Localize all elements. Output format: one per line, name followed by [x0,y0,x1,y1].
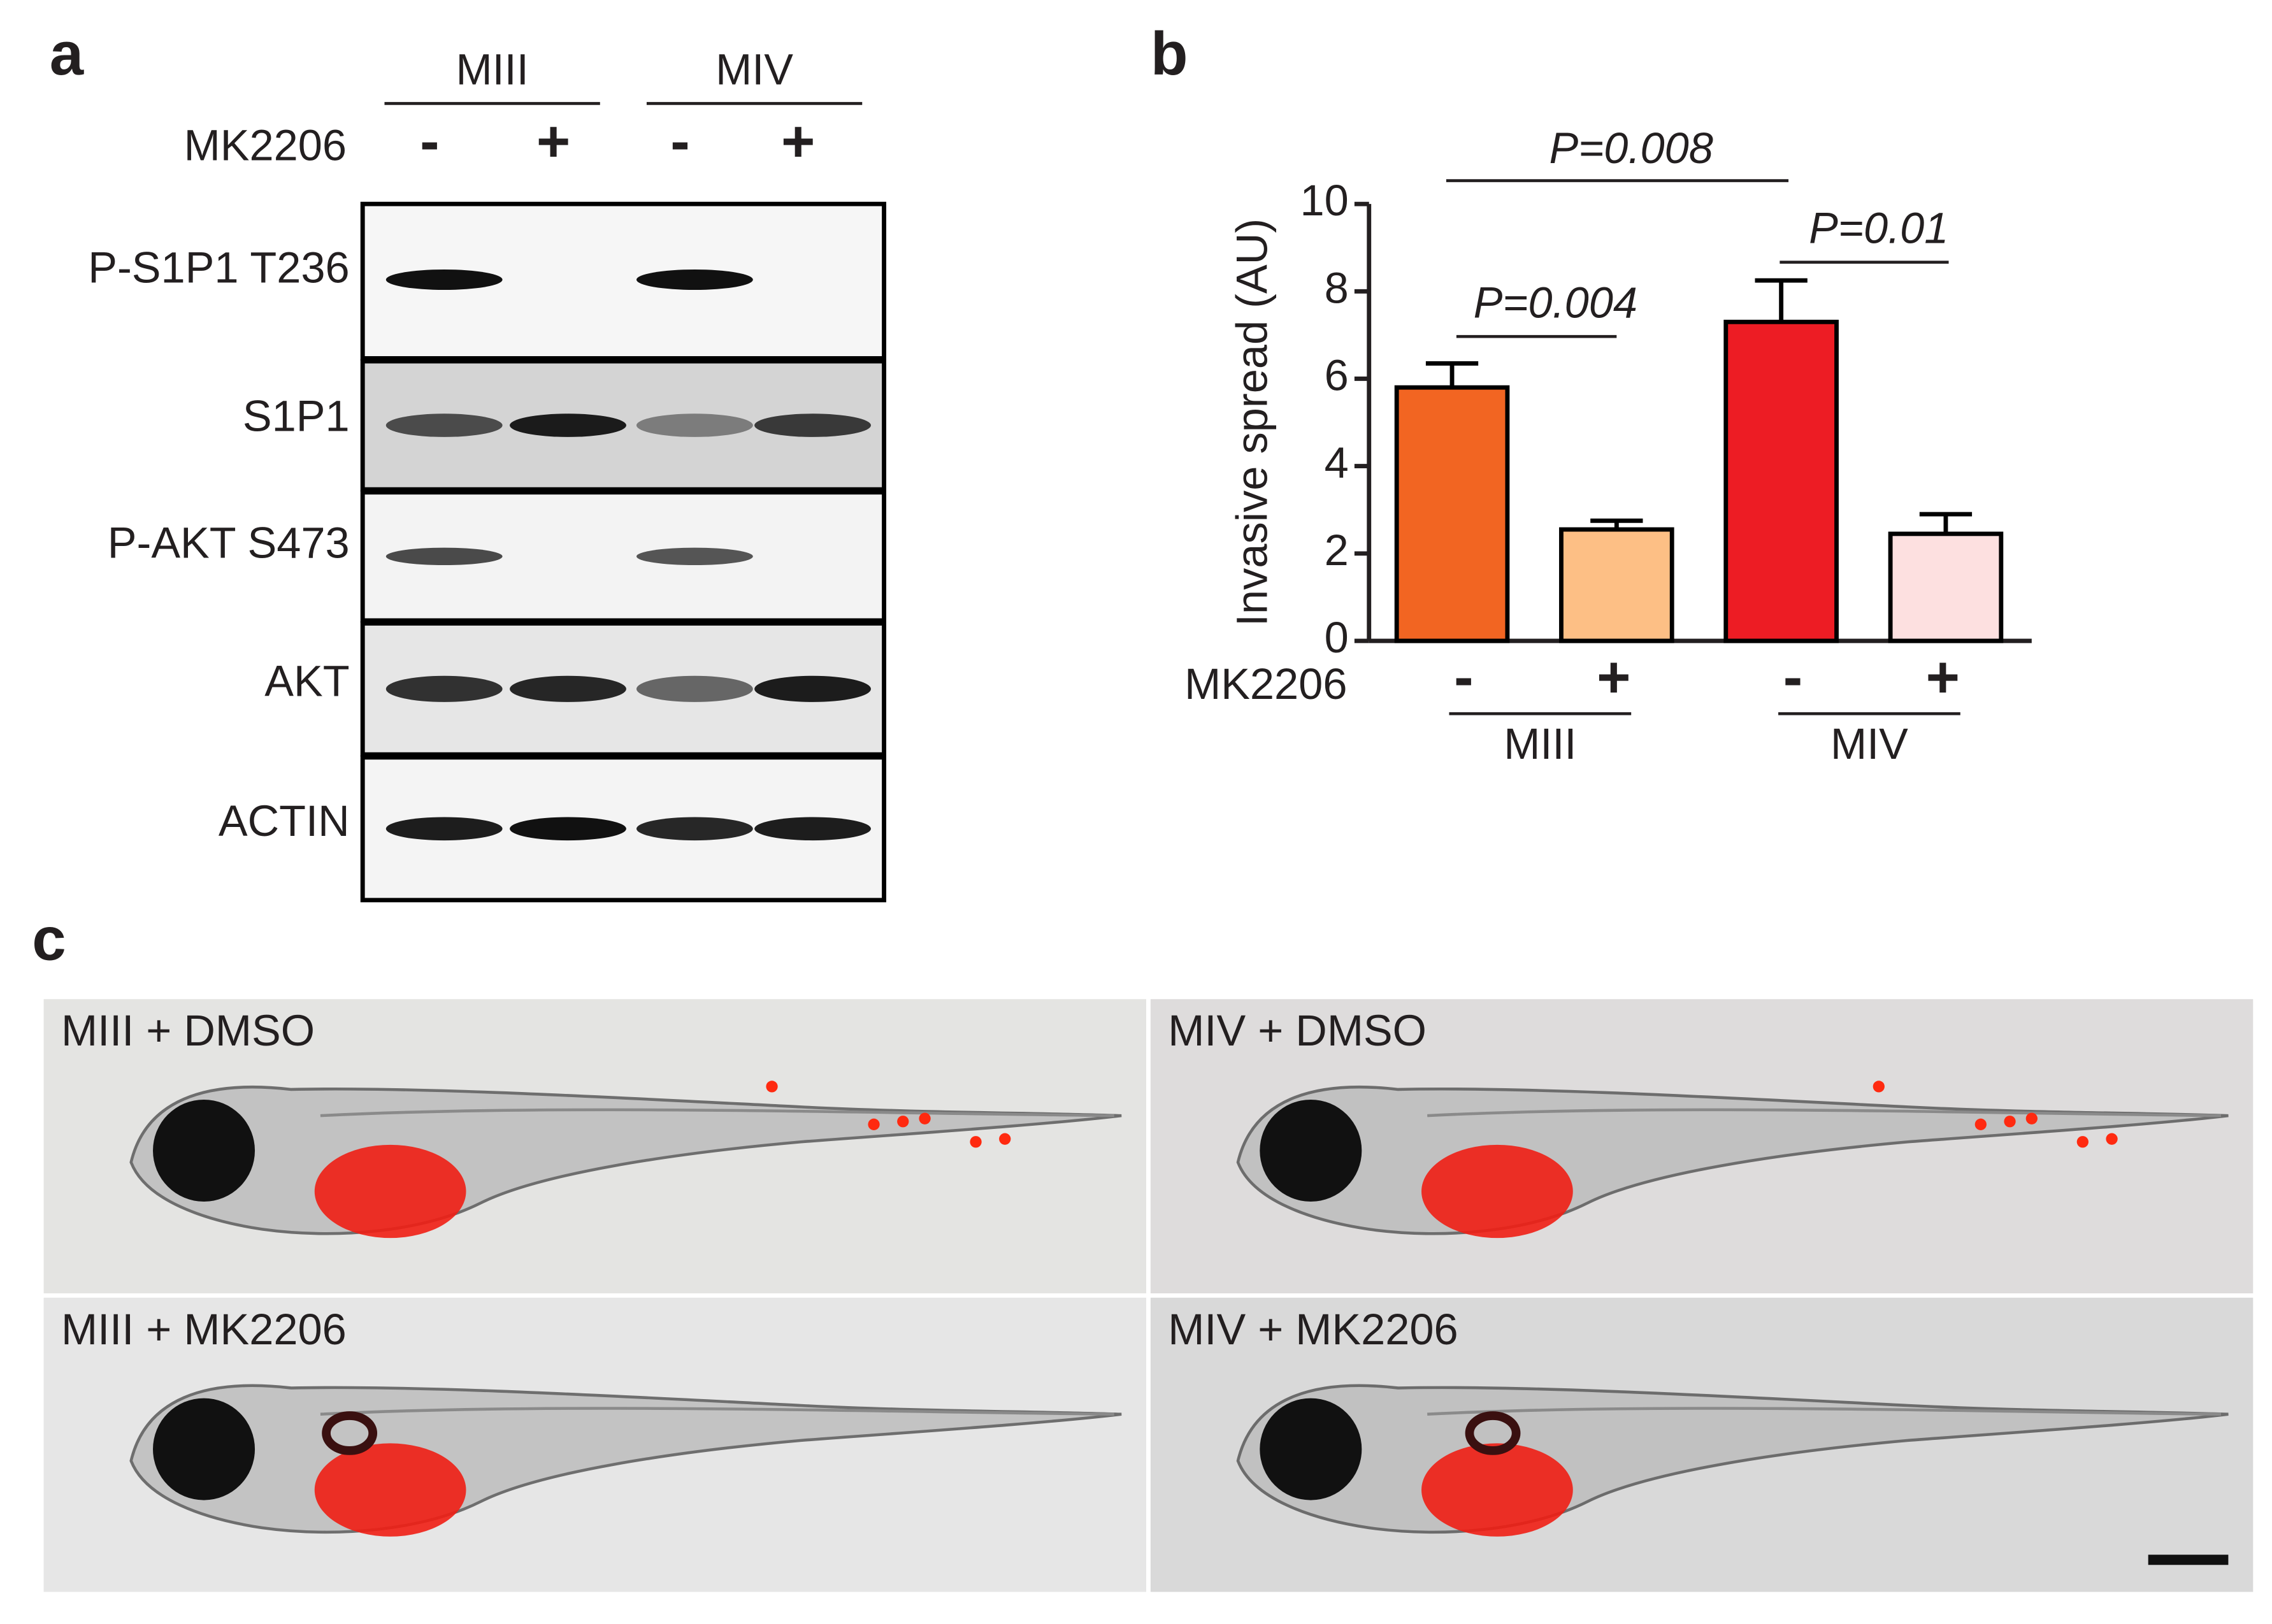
swim-bladder [322,1411,378,1455]
image-label: MIV + DMSO [1168,1006,1427,1055]
y-axis-label: Invasive spread (AU) [1228,219,1277,626]
metastasis-spot [2025,1112,2038,1125]
x-tick-label: - [1454,645,1473,710]
fish-spine [1427,1108,2222,1117]
fish-spine [320,1108,1114,1117]
panel-label: a [50,20,84,88]
bar [1888,531,2004,643]
error-bar [1755,278,1808,322]
y-tick-label: 6 [1325,351,1349,400]
tumor-mass [314,1144,466,1239]
p-value: P=0.004 [1474,278,1637,327]
group-label: MIV [1830,719,1908,768]
bar [1723,319,1839,643]
fish-eye [1260,1099,1362,1202]
band [510,675,626,702]
metastasis-spot [999,1133,1011,1145]
sign: - [420,109,439,174]
fish-spine [320,1407,1114,1416]
group-label: MIII [1504,719,1576,768]
swim-bladder [1465,1411,1521,1455]
tumor-mass [1421,1144,1573,1239]
band [636,817,753,841]
band [754,817,871,841]
p-value: P=0.01 [1809,204,1948,253]
x-tick-label: + [1597,645,1630,710]
metastasis-spot [1873,1081,1885,1093]
band [385,269,503,291]
y-tick-label: 0 [1325,613,1349,662]
image-label: MIII + MK2206 [61,1305,347,1354]
panel-label: b [1151,20,1188,88]
band [754,675,871,702]
group-label: MIV [715,45,793,94]
metastasis-spot [919,1112,931,1125]
band [636,269,753,291]
error-bar [1919,512,1973,534]
band [510,413,626,437]
x-axis-label: MK2206 [1184,659,1347,708]
blot-strip [360,490,886,623]
image-label: MIII + DMSO [61,1006,315,1055]
image-label: MIV + MK2206 [1168,1305,1458,1354]
row-label: P-AKT S473 [108,518,350,567]
band [636,547,753,566]
fish-image: MIV + DMSO [1150,999,2254,1293]
sign: - [670,109,689,174]
metastasis-spot [868,1118,880,1130]
p-value: P=0.008 [1549,124,1713,173]
bar [1559,527,1674,643]
band [754,413,871,437]
band [385,413,503,437]
band [636,413,753,437]
y-tick-label: 10 [1300,176,1348,225]
band [636,675,753,702]
row-label: ACTIN [219,796,350,845]
tumor-mass [314,1443,466,1537]
error-bar [1425,361,1479,388]
fish-eye [153,1099,255,1202]
fish-eye [1260,1398,1362,1500]
y-tick-label: 4 [1325,438,1349,487]
metastasis-spot [766,1081,778,1093]
band [385,547,503,566]
band [385,675,503,702]
row-label: S1P1 [243,392,350,441]
fish-image: MIV + MK2206 [1150,1297,2254,1592]
fish-spine [1427,1407,2222,1416]
fish-eye [153,1398,255,1500]
metastasis-spot [1974,1118,1987,1130]
row-label: AKT [264,657,349,706]
sign: + [781,109,815,174]
metastasis-spot [2106,1133,2118,1145]
band [510,817,626,841]
bar [1394,385,1510,643]
panel-label: c [32,905,66,974]
x-tick-label: - [1783,645,1802,710]
fish-image: MIII + DMSO [43,999,1147,1293]
metastasis-spot [970,1136,982,1148]
metastasis-spot [897,1116,909,1128]
group-label: MIII [456,45,529,94]
fish-image: MIII + MK2206 [43,1297,1147,1592]
x-tick-label: + [1926,645,1960,710]
metastasis-spot [2076,1136,2089,1148]
tumor-mass [1421,1443,1573,1537]
metastasis-spot [2004,1116,2016,1128]
treatment-label: MK2206 [184,120,347,169]
band [385,817,503,841]
sign: + [536,109,570,174]
y-tick-label: 8 [1325,263,1349,312]
row-label: P-S1P1 T236 [88,243,349,292]
y-tick-label: 2 [1325,526,1349,575]
